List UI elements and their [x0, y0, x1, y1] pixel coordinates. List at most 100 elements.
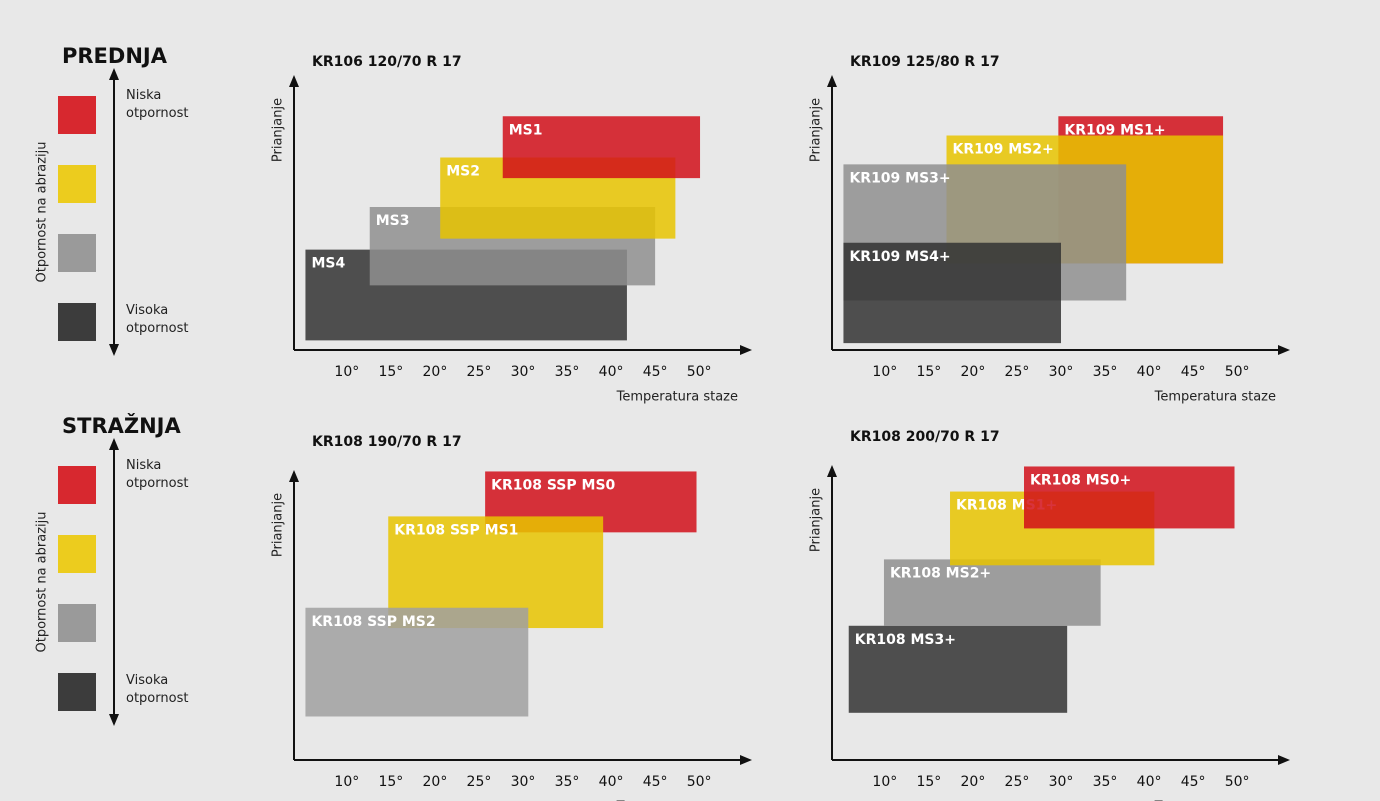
x-tick-label: 10°	[334, 364, 359, 380]
x-tick-label: 10°	[872, 364, 897, 380]
label-line: Niska	[126, 458, 161, 473]
legend-title: STRAŽNJA	[62, 413, 181, 438]
x-tick-label: 15°	[378, 364, 403, 380]
legend-axis-label: Otpornost na abraziju	[35, 141, 50, 282]
x-tick-label: 25°	[1005, 364, 1030, 380]
label-line: Niska	[126, 88, 161, 103]
bar-label: MS4	[311, 256, 345, 272]
legend-top-label: Niska otpornost	[126, 458, 188, 491]
range-bar	[502, 116, 701, 179]
x-tick-label: 20°	[961, 774, 986, 790]
x-tick-label: 15°	[916, 364, 941, 380]
label-line: otpornost	[126, 691, 188, 706]
x-axis-label: Temperatura staze	[616, 800, 738, 801]
x-tick-label: 25°	[1005, 774, 1030, 790]
x-tick-label: 30°	[1049, 774, 1074, 790]
x-tick-label: 30°	[511, 774, 536, 790]
label-line: otpornost	[126, 106, 188, 121]
x-tick-label: 45°	[643, 364, 668, 380]
x-tick-label: 20°	[423, 774, 448, 790]
arrow-head	[109, 714, 119, 726]
arrow-head	[289, 470, 299, 482]
range-bar	[843, 242, 1061, 344]
arrow-head	[740, 345, 752, 355]
y-axis-label: Prianjanje	[271, 493, 286, 557]
bar-label: KR108 SSP MS0	[491, 477, 615, 493]
x-axis-label: Temperatura staze	[1154, 390, 1276, 405]
x-tick-label: 45°	[643, 774, 668, 790]
x-tick-label: 25°	[467, 364, 492, 380]
bar-label: KR109 MS4+	[849, 249, 950, 265]
legend-swatch	[58, 165, 96, 203]
legend-swatch	[58, 673, 96, 711]
x-tick-label: 15°	[378, 774, 403, 790]
legend-bottom-label: Visoka otpornost	[126, 303, 188, 336]
bar-label: KR108 MS2+	[890, 565, 991, 581]
x-tick-label: 25°	[467, 774, 492, 790]
bar-label: KR108 MS3+	[855, 632, 956, 648]
x-tick-label: 50°	[1225, 774, 1250, 790]
arrow-head	[1278, 755, 1290, 765]
legend-swatch	[58, 303, 96, 341]
legend-top-label: Niska otpornost	[126, 88, 188, 121]
x-axis-label: Temperatura staze	[616, 390, 738, 405]
legend-bottom-label: Visoka otpornost	[126, 673, 188, 706]
x-tick-label: 50°	[687, 774, 712, 790]
y-axis-label: Prianjanje	[809, 488, 824, 552]
range-bar	[883, 559, 1101, 626]
x-tick-label: 30°	[511, 364, 536, 380]
arrow-head	[827, 75, 837, 87]
legend-swatch	[58, 604, 96, 642]
label-line: otpornost	[126, 476, 188, 491]
arrow-head	[109, 344, 119, 356]
legend-swatch	[58, 535, 96, 573]
x-tick-label: 45°	[1181, 774, 1206, 790]
chart-title: KR108 190/70 R 17	[312, 434, 462, 450]
x-tick-label: 10°	[872, 774, 897, 790]
x-tick-label: 20°	[423, 364, 448, 380]
y-axis-label: Prianjanje	[271, 98, 286, 162]
arrow-head	[109, 438, 119, 450]
bar-label: KR108 SSP MS1	[394, 522, 518, 538]
legend-axis-label: Otpornost na abraziju	[35, 511, 50, 652]
x-tick-label: 35°	[555, 364, 580, 380]
label-line: Visoka	[126, 673, 168, 688]
range-bar	[305, 607, 529, 717]
x-tick-label: 20°	[961, 364, 986, 380]
x-tick-label: 50°	[687, 364, 712, 380]
legend-swatch	[58, 234, 96, 272]
bar-label: KR108 MS0+	[1030, 472, 1131, 488]
bar-label: KR109 MS1+	[1064, 122, 1165, 138]
label-line: Visoka	[126, 303, 168, 318]
bar-label: MS1	[509, 122, 543, 138]
x-tick-label: 40°	[599, 774, 624, 790]
bar-label: MS2	[446, 164, 480, 180]
arrow-head	[289, 75, 299, 87]
y-axis-label: Prianjanje	[809, 98, 824, 162]
chart-title: KR108 200/70 R 17	[850, 429, 1000, 445]
bar-label: KR108 SSP MS2	[311, 614, 435, 630]
arrow-head	[827, 465, 837, 477]
arrow-head	[1278, 345, 1290, 355]
arrow-head	[740, 755, 752, 765]
chart-title: KR106 120/70 R 17	[312, 54, 462, 70]
x-tick-label: 40°	[1137, 364, 1162, 380]
range-bar	[848, 625, 1068, 713]
x-axis-label: Temperatura staze	[1154, 800, 1276, 801]
x-tick-label: 10°	[334, 774, 359, 790]
x-tick-label: 15°	[916, 774, 941, 790]
x-tick-label: 35°	[1093, 364, 1118, 380]
x-tick-label: 40°	[599, 364, 624, 380]
x-tick-label: 30°	[1049, 364, 1074, 380]
legend-swatch	[58, 96, 96, 134]
arrow-head	[109, 68, 119, 80]
label-line: otpornost	[126, 321, 188, 336]
legend-swatch	[58, 466, 96, 504]
bar-label: MS3	[376, 213, 410, 229]
range-bar	[1024, 466, 1235, 529]
x-tick-label: 40°	[1137, 774, 1162, 790]
legend-title: PREDNJA	[62, 44, 168, 68]
x-tick-label: 45°	[1181, 364, 1206, 380]
